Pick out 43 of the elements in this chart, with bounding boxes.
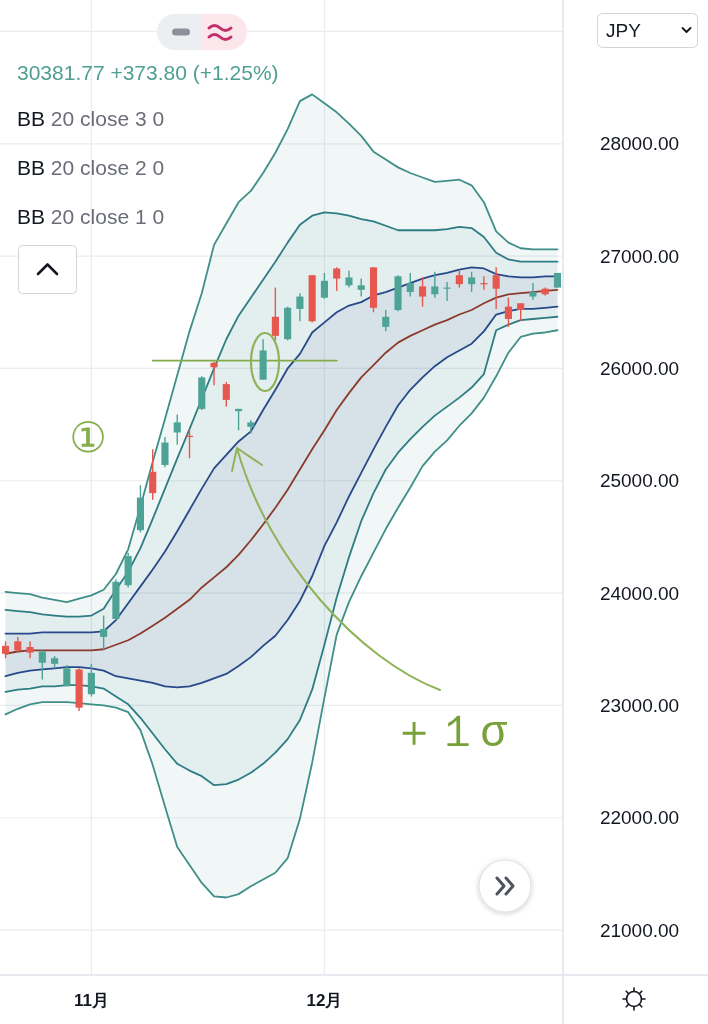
line-series bbox=[4, 329, 559, 899]
candlestick bbox=[161, 436, 169, 468]
y-tick-label: 27000.00 bbox=[599, 245, 680, 267]
line-series bbox=[4, 93, 559, 603]
y-tick-label: 28000.00 bbox=[599, 133, 680, 155]
candlestick bbox=[100, 614, 108, 652]
y-tick-label: 24000.00 bbox=[599, 582, 680, 604]
candlestick bbox=[173, 413, 181, 446]
line-series bbox=[4, 315, 559, 787]
candlestick bbox=[296, 292, 304, 322]
annotation: ＋１σ bbox=[392, 706, 508, 755]
candlestick bbox=[210, 360, 218, 386]
y-tick-label: 22000.00 bbox=[599, 807, 680, 829]
annotation: BB 20 close 1 0 bbox=[17, 205, 165, 228]
candlestick bbox=[468, 271, 476, 293]
candlestick bbox=[320, 272, 328, 300]
candlestick bbox=[38, 649, 46, 681]
candlestick bbox=[382, 309, 390, 333]
candlestick bbox=[26, 640, 34, 659]
annotation: BB 20 close 2 0 bbox=[17, 156, 165, 179]
y-tick-label: 26000.00 bbox=[599, 358, 680, 380]
text: 30381.77 +373.80 (+1.25%) bbox=[17, 61, 279, 84]
y-tick-label: 23000.00 bbox=[599, 695, 680, 717]
y-tick-label: 21000.00 bbox=[599, 919, 680, 941]
candlestick bbox=[504, 296, 512, 328]
candlestick bbox=[149, 448, 157, 501]
candlestick bbox=[247, 419, 255, 435]
y-tick-label: 25000.00 bbox=[599, 470, 680, 492]
annotation: BB 20 close 3 0 bbox=[17, 107, 165, 130]
candlestick bbox=[333, 266, 341, 292]
candlestick bbox=[431, 271, 439, 299]
candlestick bbox=[87, 663, 95, 698]
candlestick bbox=[406, 272, 414, 298]
candlestick bbox=[492, 266, 500, 310]
candlestick bbox=[529, 282, 537, 301]
candlestick bbox=[222, 381, 230, 408]
y-axis-title: JPY bbox=[606, 20, 642, 41]
x-tick-label: 12月 bbox=[306, 991, 343, 1010]
candlestick bbox=[419, 276, 427, 308]
x-tick-label: 11月 bbox=[73, 991, 109, 1010]
line-series bbox=[4, 211, 559, 618]
candlestick bbox=[271, 286, 279, 342]
annotation: ① bbox=[69, 414, 107, 461]
